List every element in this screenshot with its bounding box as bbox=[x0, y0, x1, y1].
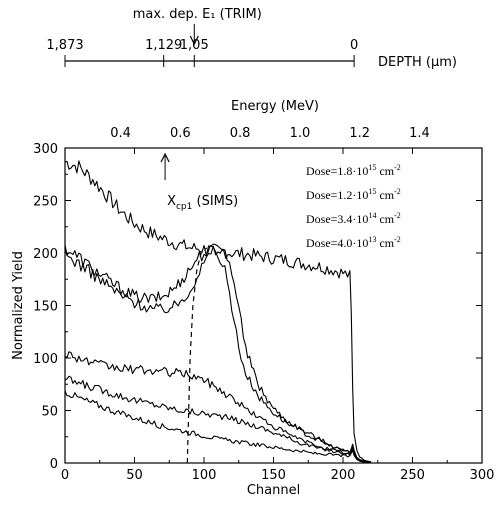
legend-entry: Dose=1.2·1015 cm-2 bbox=[306, 187, 401, 202]
legend: Dose=1.8·1015 cm-2 Dose=1.2·1015 cm-2 Dose… bbox=[306, 163, 401, 250]
series-line bbox=[64, 390, 371, 463]
depth-axis-title: DEPTH (µm) bbox=[378, 55, 457, 70]
energy-tick-label: 0.4 bbox=[110, 126, 131, 141]
y-tick-label: 0 bbox=[50, 457, 58, 472]
series-group bbox=[64, 160, 371, 464]
x-tick-label: 250 bbox=[400, 468, 425, 483]
x-axis-title: Channel bbox=[247, 483, 300, 498]
max-depth-label: max. dep. E₁ (TRIM) bbox=[133, 7, 262, 22]
y-axis-title: Normalized Yield bbox=[11, 251, 26, 360]
series-line bbox=[64, 244, 371, 463]
x-tick-label: 150 bbox=[261, 468, 286, 483]
y-tick-label: 250 bbox=[33, 195, 58, 210]
x-tick-label: 100 bbox=[192, 468, 217, 483]
xcp1-label: Xcp1 (SIMS) bbox=[167, 194, 238, 212]
y-tick-label: 300 bbox=[33, 142, 58, 157]
energy-tick-label: 1.2 bbox=[349, 126, 370, 141]
sims-dashed-line bbox=[186, 247, 208, 464]
x-tick-label: 50 bbox=[126, 468, 143, 483]
legend-entry: Dose=1.8·1015 cm-2 bbox=[306, 163, 401, 178]
depth-tick-label: 1,873 bbox=[46, 38, 83, 53]
x-tick-label: 300 bbox=[470, 468, 495, 483]
y-tick-label: 100 bbox=[33, 352, 58, 367]
depth-tick-label: 1,05 bbox=[180, 38, 209, 53]
energy-tick-label: 0.8 bbox=[230, 126, 251, 141]
energy-tick-label: 0.6 bbox=[170, 126, 191, 141]
series-line bbox=[64, 351, 371, 463]
series-line bbox=[64, 160, 371, 463]
x-axis: 0 50 100 150 200 250 300 Channel bbox=[61, 148, 495, 498]
energy-tick-label: 1.4 bbox=[409, 126, 430, 141]
annotation-group: Xcp1 (SIMS) bbox=[160, 152, 238, 212]
energy-axis-title: Energy (MeV) bbox=[231, 99, 319, 114]
legend-entry: Dose=4.0·1013 cm-2 bbox=[306, 235, 401, 250]
series-line bbox=[64, 245, 371, 463]
x-tick-label: 0 bbox=[61, 468, 69, 483]
legend-entry: Dose=3.4·1014 cm-2 bbox=[306, 211, 401, 226]
series-line bbox=[64, 375, 371, 463]
y-tick-label: 50 bbox=[41, 405, 58, 420]
y-axis: 0 50 100 150 200 250 300 Normalized Yield bbox=[11, 142, 482, 472]
x-tick-label: 200 bbox=[331, 468, 356, 483]
y-tick-label: 150 bbox=[33, 300, 58, 315]
energy-axis: Energy (MeV) 0.4 0.6 0.8 1.0 1.2 1.4 bbox=[110, 99, 430, 141]
xcp1-arrow-head bbox=[160, 152, 170, 163]
depth-tick-label: 0 bbox=[350, 38, 358, 53]
depth-tick-label: 1,129 bbox=[145, 38, 182, 53]
energy-tick-label: 1.0 bbox=[290, 126, 311, 141]
y-tick-label: 200 bbox=[33, 247, 58, 262]
max-depth-arrow-head bbox=[189, 35, 199, 46]
